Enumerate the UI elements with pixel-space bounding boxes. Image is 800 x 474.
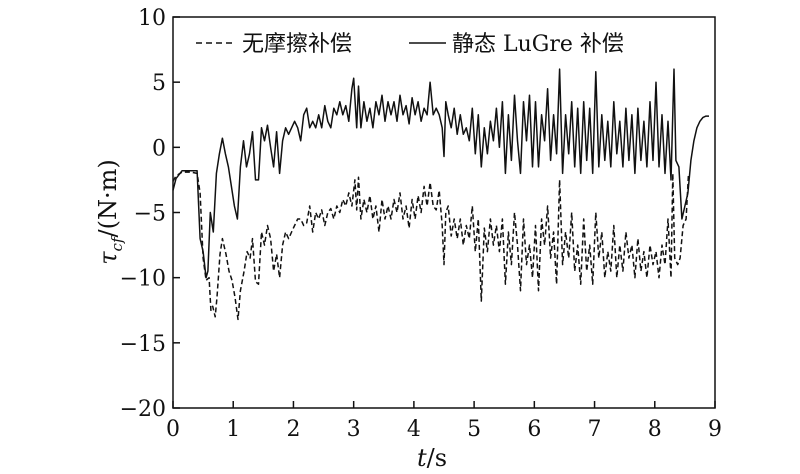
x-tick-label: 5 [467, 417, 481, 442]
y-tick-label: 5 [152, 71, 166, 96]
plot-frame [172, 16, 716, 409]
plot-area [172, 16, 716, 409]
legend-label-no-compensation: 无摩擦补偿 [242, 32, 352, 57]
y-axis-label-unit: /(N·m) [94, 159, 122, 237]
y-axis-label-sub: cf [108, 235, 126, 251]
x-axis-label-unit: /s [427, 444, 447, 472]
x-tick-label: 0 [166, 417, 180, 442]
y-tick-label: 0 [152, 136, 166, 161]
x-tick-label: 2 [286, 417, 300, 442]
x-tick-label: 3 [347, 417, 361, 442]
legend-label-lugre-compensation: 静态 LuGre 补偿 [452, 32, 624, 57]
legend: 无摩擦补偿 静态 LuGre 补偿 [196, 32, 624, 57]
x-tick-label: 9 [708, 417, 722, 442]
series-line-no-compensation [172, 171, 690, 321]
y-tick-label: −5 [134, 202, 166, 227]
y-axis-label: τcf/(N·m) [94, 159, 126, 264]
y-axis: 10 5 0 −5 −10 −15 −20 [120, 6, 180, 422]
y-tick-label: −20 [120, 397, 166, 422]
x-axis-label: t/s [417, 444, 447, 472]
x-tick-label: 8 [648, 417, 662, 442]
x-tick-label: 1 [226, 417, 240, 442]
x-tick-label: 6 [527, 417, 541, 442]
y-tick-label: −15 [120, 332, 166, 357]
series-layer [172, 68, 709, 321]
y-tick-label: −10 [120, 267, 166, 292]
x-tick-label: 4 [407, 417, 421, 442]
x-axis-label-var: t [417, 444, 427, 472]
series-line-lugre-compensation [172, 68, 709, 279]
x-tick-label: 7 [588, 417, 602, 442]
x-axis: 0 1 2 3 4 5 6 7 8 9 [166, 401, 722, 442]
y-tick-label: 10 [138, 6, 166, 31]
y-axis-label-var: τ [94, 251, 122, 265]
